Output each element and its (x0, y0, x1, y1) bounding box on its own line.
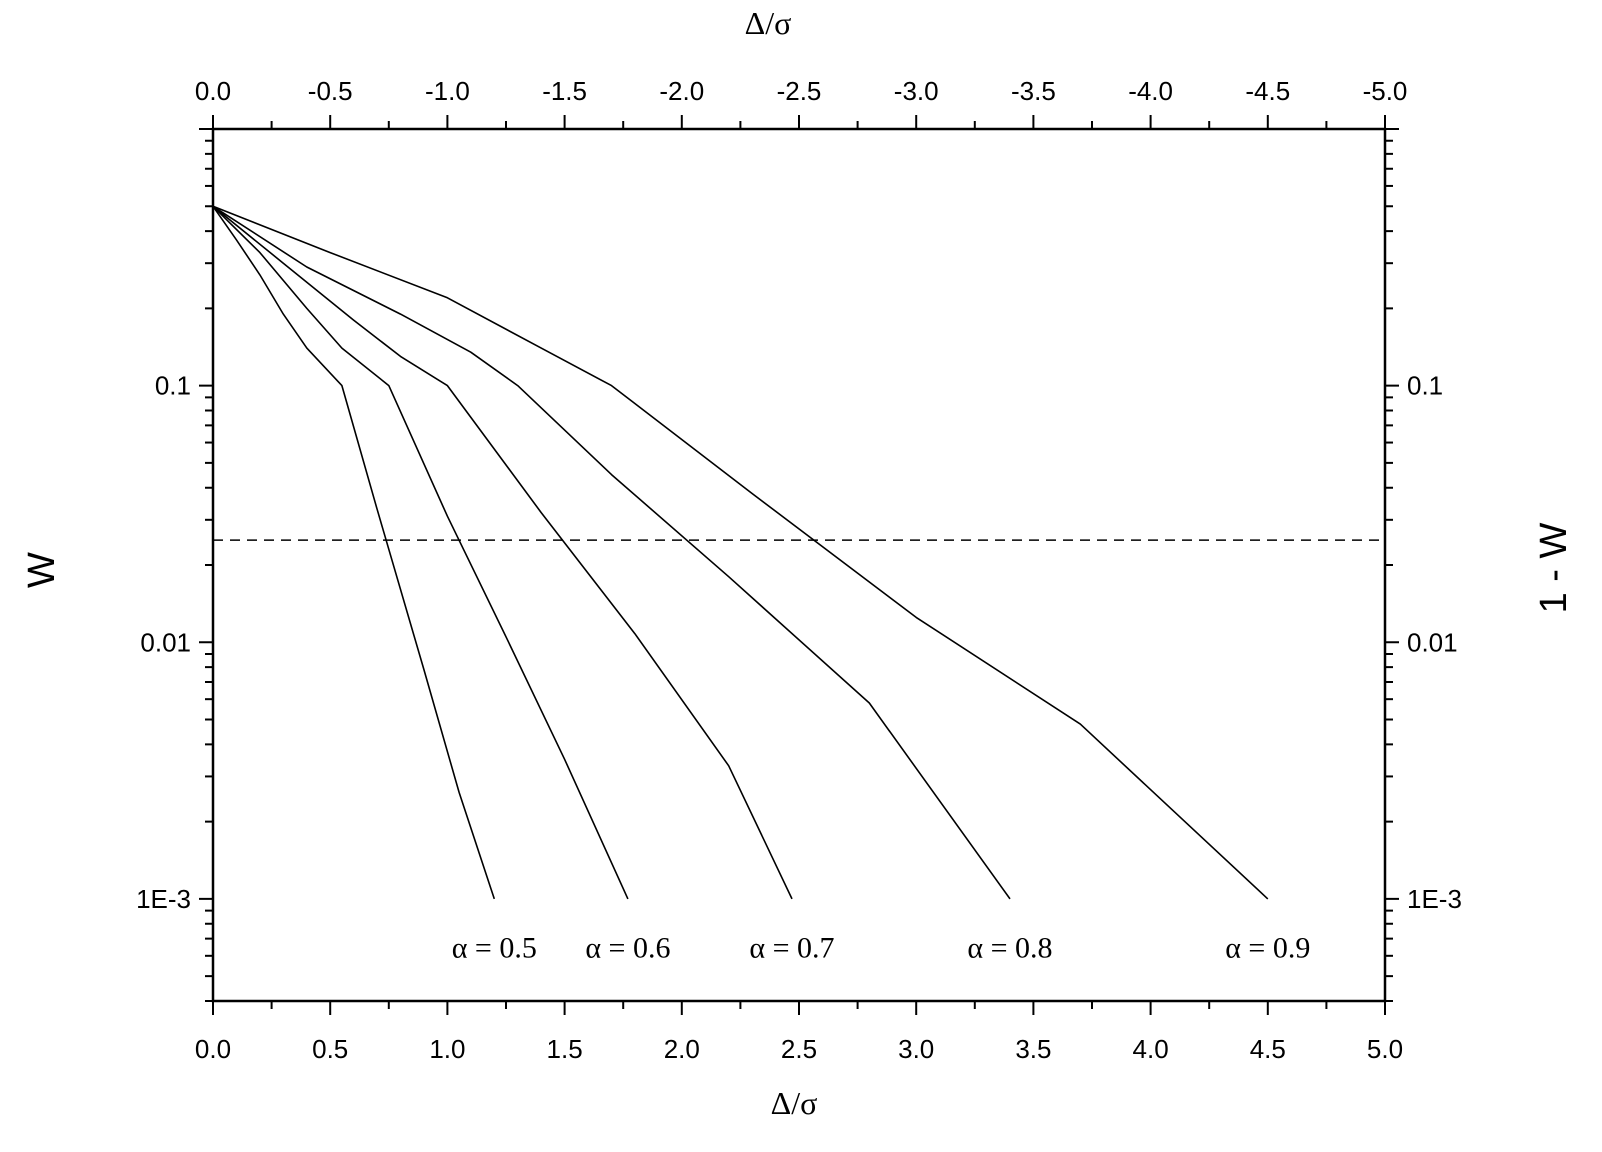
x-tick-label-bottom: 3.0 (898, 1034, 934, 1064)
series-line-2 (212, 205, 629, 900)
y-tick-label-left: 1E-3 (136, 884, 191, 914)
x-tick-label-top: 0.0 (195, 76, 231, 106)
series-label-1: α = 0.5 (452, 931, 537, 964)
series-label-5: α = 0.9 (1225, 931, 1310, 964)
y-axis-title-right: 1 - W (1533, 522, 1575, 613)
x-tick-label-bottom: 3.5 (1015, 1034, 1051, 1064)
x-tick-label-bottom: 4.5 (1250, 1034, 1286, 1064)
x-tick-label-top: -3.0 (894, 76, 939, 106)
y-tick-label-left: 0.1 (155, 371, 191, 401)
x-tick-label-top: -1.0 (425, 76, 470, 106)
y-tick-label-right: 1E-3 (1407, 884, 1462, 914)
x-axis-title-top: Δ/σ (745, 5, 792, 41)
x-axis-title-bottom: Δ/σ (771, 1085, 818, 1121)
axis-ticks (199, 115, 1399, 1015)
y-tick-label-left: 0.01 (140, 627, 191, 657)
series-layer (212, 205, 1269, 900)
plot-border (211, 127, 1387, 1003)
x-tick-label-top: -5.0 (1363, 76, 1408, 106)
series-label-2: α = 0.6 (585, 931, 670, 964)
x-tick-label-top: -4.5 (1245, 76, 1290, 106)
x-tick-label-bottom: 4.0 (1133, 1034, 1169, 1064)
x-tick-label-bottom: 1.0 (429, 1034, 465, 1064)
series-label-4: α = 0.8 (967, 931, 1052, 964)
x-tick-label-bottom: 1.5 (547, 1034, 583, 1064)
x-tick-label-bottom: 0.0 (195, 1034, 231, 1064)
x-tick-label-bottom: 2.0 (664, 1034, 700, 1064)
x-tick-label-bottom: 0.5 (312, 1034, 348, 1064)
x-tick-label-top: -2.5 (777, 76, 822, 106)
y-tick-label-right: 0.1 (1407, 371, 1443, 401)
x-tick-label-top: -1.5 (542, 76, 587, 106)
series-line-3 (212, 205, 793, 900)
x-tick-label-top: -2.0 (659, 76, 704, 106)
series-labels: α = 0.5 α = 0.6 α = 0.7 α = 0.8 α = 0.9 (452, 931, 1311, 964)
series-label-3: α = 0.7 (749, 931, 834, 964)
x-tick-label-bottom: 2.5 (781, 1034, 817, 1064)
series-line-1 (212, 205, 496, 900)
x-tick-label-top: -0.5 (308, 76, 353, 106)
series-line-4 (212, 205, 1011, 900)
tick-labels: 0.0 0.5 1.0 1.5 2.0 2.5 3.0 3.5 4.0 4.5 5.0 0.0 -0.5… (136, 76, 1462, 1064)
series-line-5 (212, 205, 1269, 900)
x-tick-label-top: -3.5 (1011, 76, 1056, 106)
plot-frame (211, 127, 1387, 1003)
y-tick-label-right: 0.01 (1407, 627, 1458, 657)
x-tick-label-bottom: 5.0 (1367, 1034, 1403, 1064)
y-axis-title-left: W (21, 552, 63, 588)
x-tick-label-top: -4.0 (1128, 76, 1173, 106)
